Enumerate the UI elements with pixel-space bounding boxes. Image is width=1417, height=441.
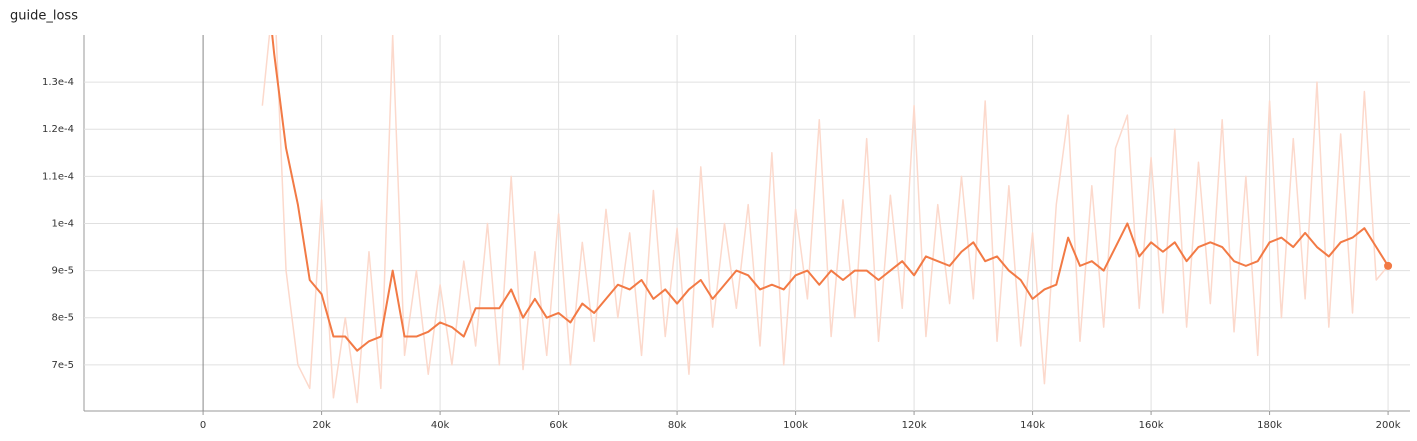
x-tick-label: 140k [1020,420,1045,431]
x-tick-label: 120k [902,420,927,431]
y-tick-label: 9e-5 [52,266,75,277]
y-tick-label: 1.2e-4 [42,124,74,135]
y-tick-label: 1e-4 [52,218,75,229]
plot-area [261,35,1393,404]
end-point [1384,261,1393,270]
x-tick-label: 60k [549,420,568,431]
y-tick-label: 7e-5 [52,360,75,371]
x-tick-label: 160k [1139,420,1164,431]
x-tick-label: 200k [1376,420,1401,431]
x-tick-label: 80k [668,420,687,431]
y-tick-label: 1.1e-4 [42,171,74,182]
grid [84,35,1410,415]
chart-title: guide_loss [10,9,78,24]
raw-line [261,35,1389,404]
labels: 7e-5 8e-5 9e-5 1e-4 1.1e-4 1.2e-4 1.3e-4 0 20k 40… [42,77,1401,431]
x-tick-label: 20k [312,420,331,431]
x-tick-label: 180k [1257,420,1282,431]
x-tick-label: 100k [783,420,808,431]
x-tick-label: 0 [200,420,206,431]
y-tick-label: 1.3e-4 [42,77,74,88]
y-tick-label: 8e-5 [52,313,75,324]
x-tick-label: 40k [431,420,450,431]
smoothed-line [271,35,1389,352]
